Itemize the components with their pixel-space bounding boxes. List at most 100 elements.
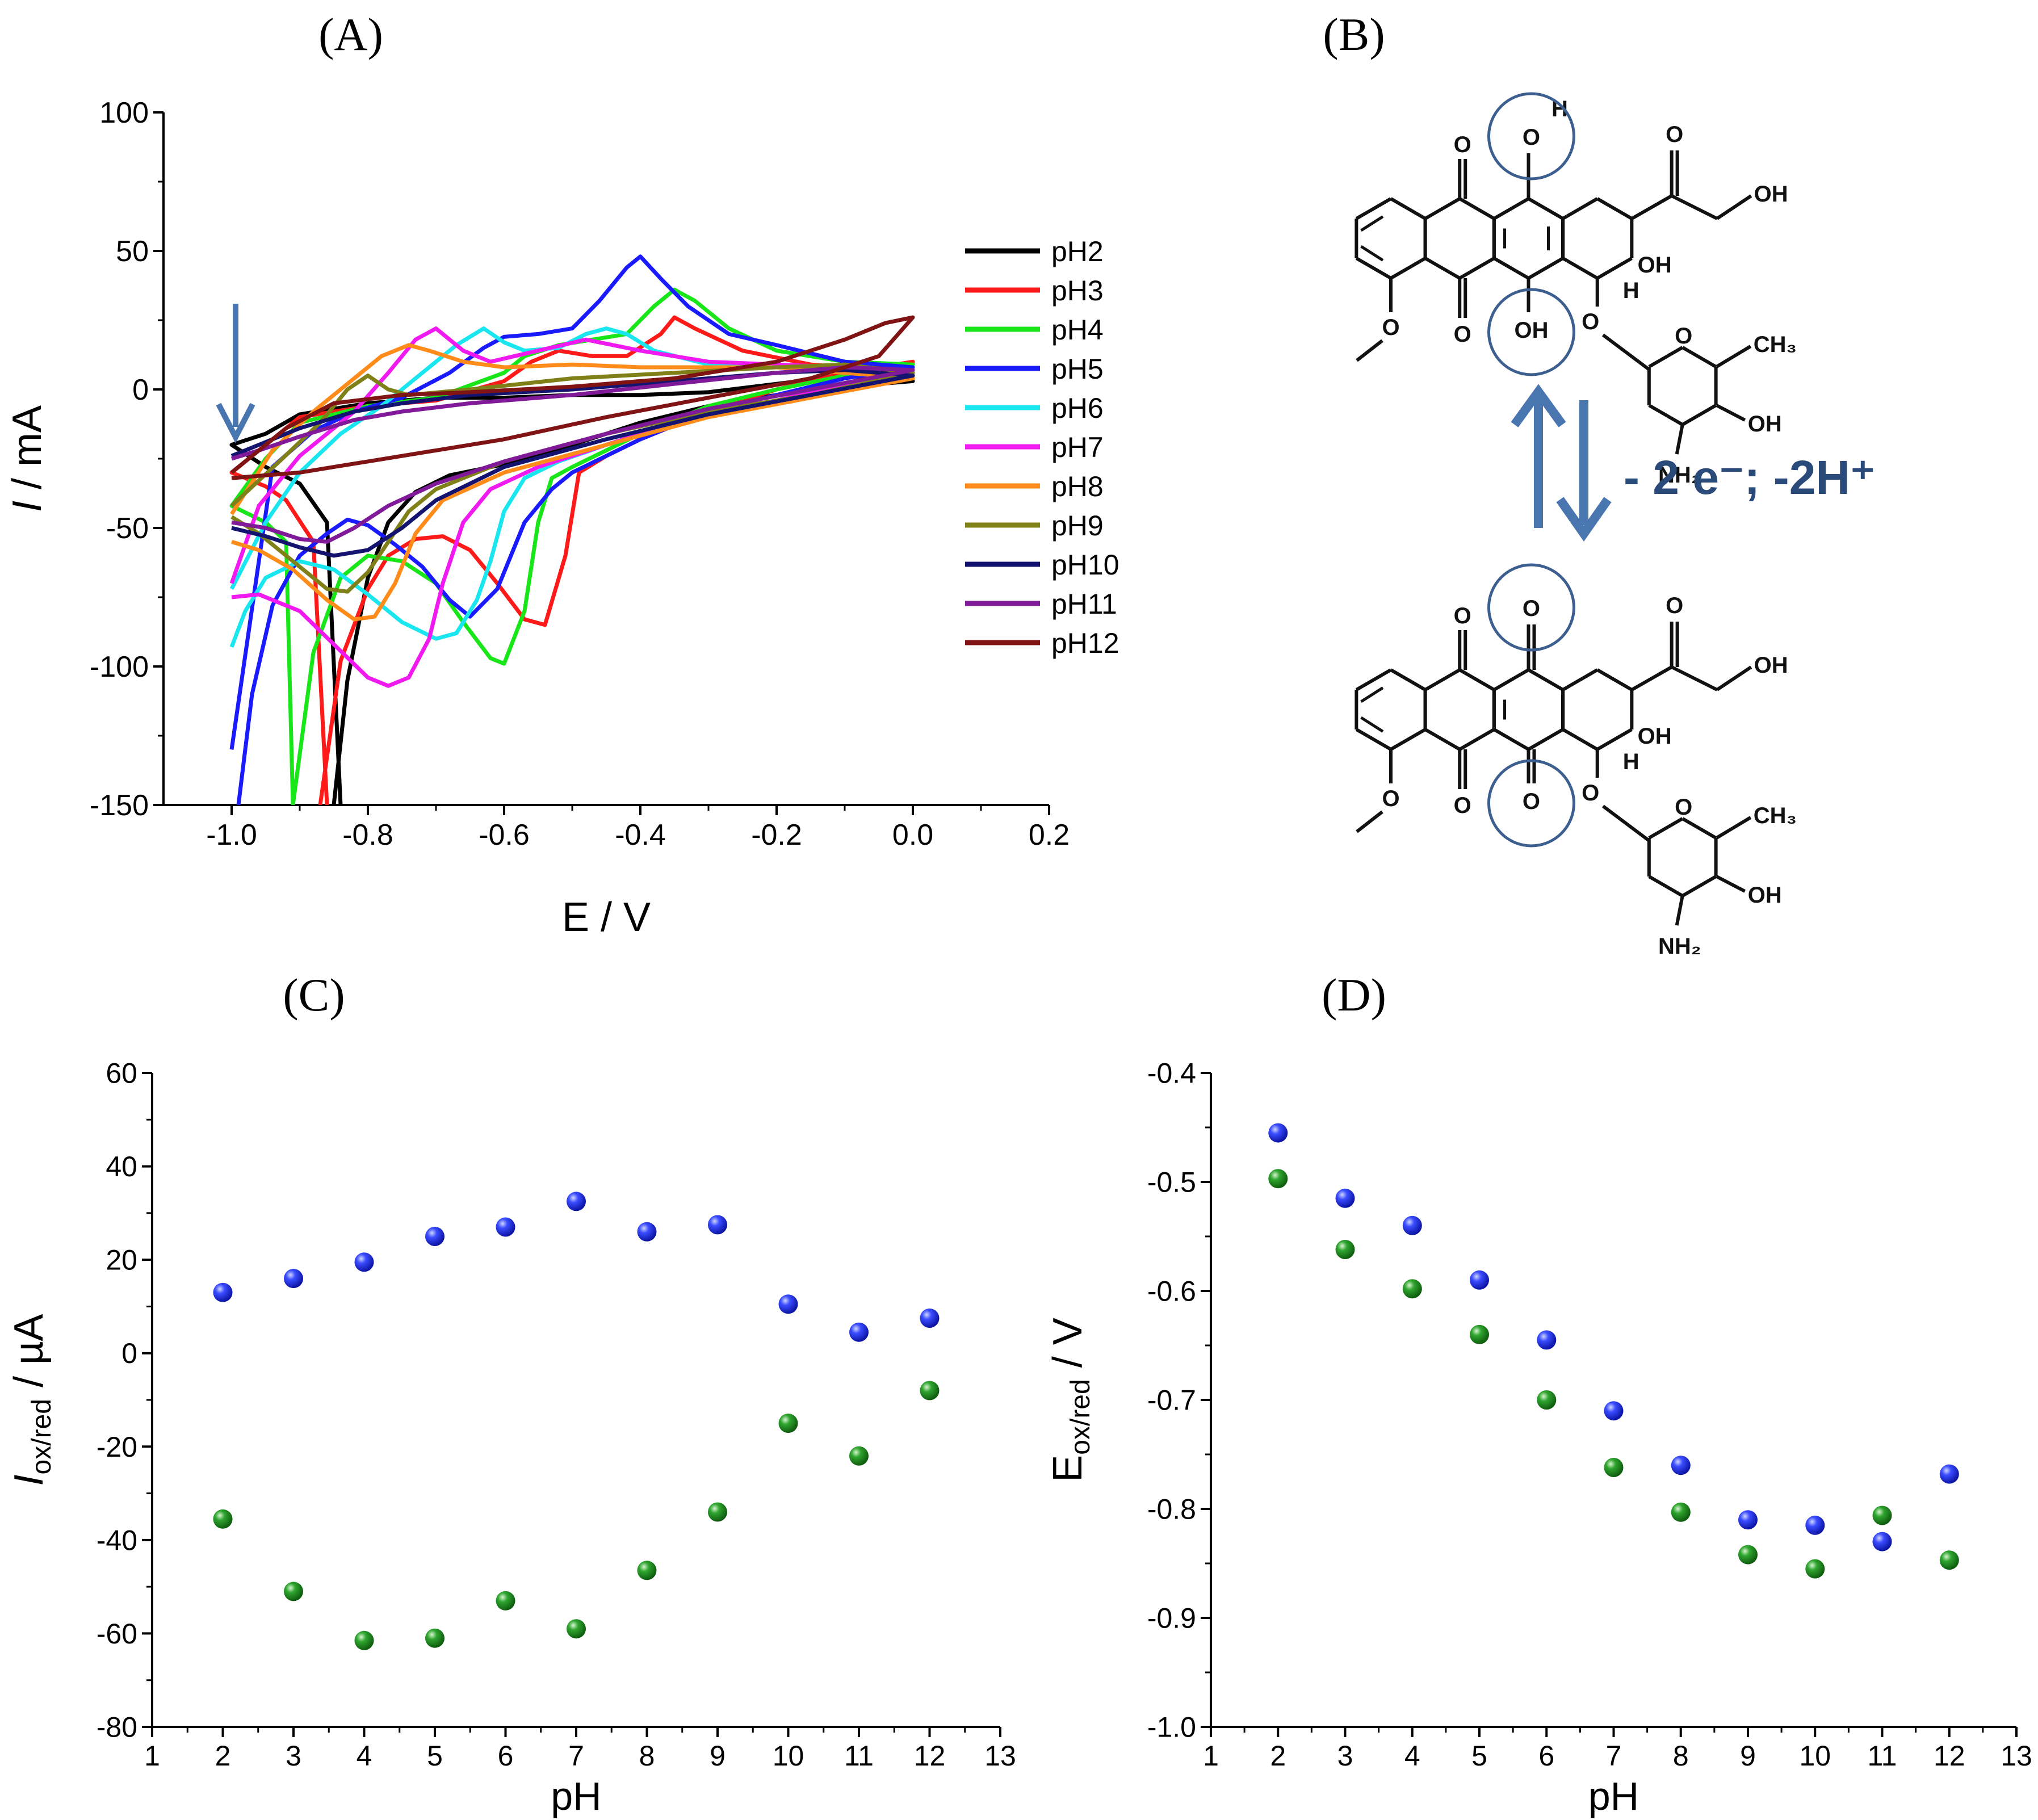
point-oxidation-ph12 bbox=[1939, 1464, 1959, 1484]
bond bbox=[1716, 665, 1752, 691]
x-tick-label: 11 bbox=[844, 1740, 874, 1772]
bond bbox=[1681, 404, 1717, 426]
bond bbox=[1648, 875, 1684, 898]
bond bbox=[1390, 728, 1427, 751]
bond bbox=[1424, 668, 1461, 691]
bond bbox=[1360, 686, 1384, 703]
y-tick-label: -0.7 bbox=[1147, 1385, 1196, 1416]
potential-vs-ph-chart: 1 2 3 4 5 6 7 8 9 10 11 12 13-1.0-0.9-0.8-0.7-0.6-0.… bbox=[1045, 1058, 2032, 1819]
point-oxidation-ph9 bbox=[1738, 1510, 1758, 1530]
x-tick-label: 12 bbox=[1934, 1740, 1965, 1772]
x-tick-label: 4 bbox=[1404, 1740, 1420, 1772]
bond bbox=[1562, 668, 1599, 691]
panel-d-label: (D) bbox=[1322, 969, 1386, 1021]
sugar-hydroxyl: OH bbox=[1748, 412, 1782, 437]
point-oxidation-ph5 bbox=[1470, 1270, 1489, 1290]
x-tick-label: 10 bbox=[773, 1740, 804, 1772]
bond bbox=[1527, 728, 1564, 751]
y-tick-label: -0.4 bbox=[1147, 1058, 1196, 1089]
panel-c-label: (C) bbox=[283, 969, 345, 1021]
bond bbox=[1493, 197, 1529, 220]
bond bbox=[1596, 257, 1633, 280]
x-axis-title: E / V bbox=[562, 895, 651, 940]
bond bbox=[1681, 817, 1717, 840]
bond bbox=[1390, 197, 1427, 220]
oxygen-label: O bbox=[1454, 132, 1471, 157]
y-axis-title-symbol: E bbox=[1045, 1455, 1091, 1482]
point-reduction-ph3 bbox=[1335, 1240, 1355, 1259]
point-reduction-ph6 bbox=[496, 1591, 515, 1611]
bond bbox=[1493, 728, 1529, 751]
point-reduction-ph10 bbox=[778, 1414, 798, 1433]
bond bbox=[1596, 197, 1633, 220]
highlight-circle-bottom bbox=[1487, 759, 1575, 848]
legend-label-pH12: pH12 bbox=[1051, 627, 1119, 659]
highlight-circle-bottom bbox=[1487, 288, 1575, 376]
point-oxidation-ph10 bbox=[1805, 1515, 1825, 1535]
point-oxidation-ph3 bbox=[284, 1269, 303, 1289]
point-oxidation-ph11 bbox=[1872, 1532, 1892, 1551]
bond bbox=[1458, 197, 1495, 220]
bond bbox=[1493, 257, 1529, 280]
reaction-label: - 2 e⁻; -2H⁺ bbox=[1624, 451, 1875, 504]
bond bbox=[1631, 194, 1673, 220]
bond bbox=[1390, 668, 1427, 691]
x-tick-label: 3 bbox=[286, 1740, 301, 1772]
x-tick-label: 8 bbox=[639, 1740, 655, 1772]
y-axis-title: I / mA bbox=[5, 405, 50, 512]
bond bbox=[1671, 665, 1718, 691]
cv-curve-pH10 bbox=[230, 368, 915, 558]
bond bbox=[1527, 197, 1564, 220]
ring-substituent-bottom: O bbox=[1523, 789, 1540, 814]
x-tick-label: 0.2 bbox=[1029, 819, 1070, 852]
bond bbox=[1424, 197, 1461, 220]
bond bbox=[1648, 817, 1684, 840]
x-tick-label: -0.6 bbox=[479, 819, 530, 852]
oxygen-label: O bbox=[1454, 603, 1471, 628]
x-tick-label: -0.8 bbox=[342, 819, 393, 852]
scan-direction-arrow bbox=[216, 304, 255, 443]
point-reduction-ph8 bbox=[637, 1561, 657, 1580]
y-tick-label: 0 bbox=[132, 374, 149, 406]
bond bbox=[1355, 728, 1392, 751]
current-vs-ph-chart: 1 2 3 4 5 6 7 8 9 10 11 12 13-80-60-40-200204060pHIo… bbox=[6, 1058, 1016, 1819]
legend-label-pH2: pH2 bbox=[1051, 236, 1104, 267]
bond bbox=[1716, 194, 1752, 220]
ring-substituent-top: O bbox=[1523, 125, 1540, 150]
point-reduction-ph3 bbox=[284, 1582, 303, 1601]
x-tick-label: 11 bbox=[1868, 1740, 1897, 1772]
bond bbox=[1631, 665, 1673, 691]
x-tick-label: 13 bbox=[2001, 1740, 2032, 1772]
point-oxidation-ph9 bbox=[708, 1215, 727, 1235]
y-tick-label: -0.8 bbox=[1147, 1494, 1196, 1525]
bond bbox=[1355, 257, 1392, 280]
x-tick-label: 1 bbox=[1203, 1740, 1219, 1772]
x-tick-label: 1 bbox=[144, 1740, 160, 1772]
x-tick-label: -1.0 bbox=[206, 819, 257, 852]
bond bbox=[1596, 668, 1633, 691]
point-oxidation-ph11 bbox=[849, 1322, 869, 1342]
x-tick-label: 5 bbox=[427, 1740, 443, 1772]
bond bbox=[1601, 333, 1650, 371]
x-axis-title: pH bbox=[1588, 1774, 1639, 1818]
y-tick-label: 50 bbox=[116, 235, 149, 268]
y-tick-label: -40 bbox=[97, 1524, 137, 1556]
ring-hydroxyl: OH bbox=[1638, 724, 1672, 749]
highlight-circle-top bbox=[1487, 563, 1575, 652]
point-oxidation-ph12 bbox=[920, 1309, 940, 1328]
methyl-group: CH₃ bbox=[1754, 803, 1797, 828]
y-axis-title-unit: / V bbox=[1045, 1318, 1091, 1379]
point-reduction-ph5 bbox=[1470, 1324, 1489, 1344]
bond bbox=[1458, 728, 1495, 751]
bond bbox=[1356, 339, 1383, 362]
y-axis-title-subscript: ox/red bbox=[27, 1399, 57, 1474]
x-tick-label: 3 bbox=[1337, 1740, 1353, 1772]
bond bbox=[1562, 197, 1599, 220]
side-chain-hydroxyl: OH bbox=[1754, 653, 1788, 678]
y-axis-title: Eox/red / V bbox=[1045, 1318, 1096, 1482]
x-tick-label: 6 bbox=[1538, 1740, 1554, 1772]
cv-curve-pH12 bbox=[230, 315, 915, 480]
bond bbox=[1424, 257, 1461, 280]
x-tick-label: 2 bbox=[215, 1740, 231, 1772]
